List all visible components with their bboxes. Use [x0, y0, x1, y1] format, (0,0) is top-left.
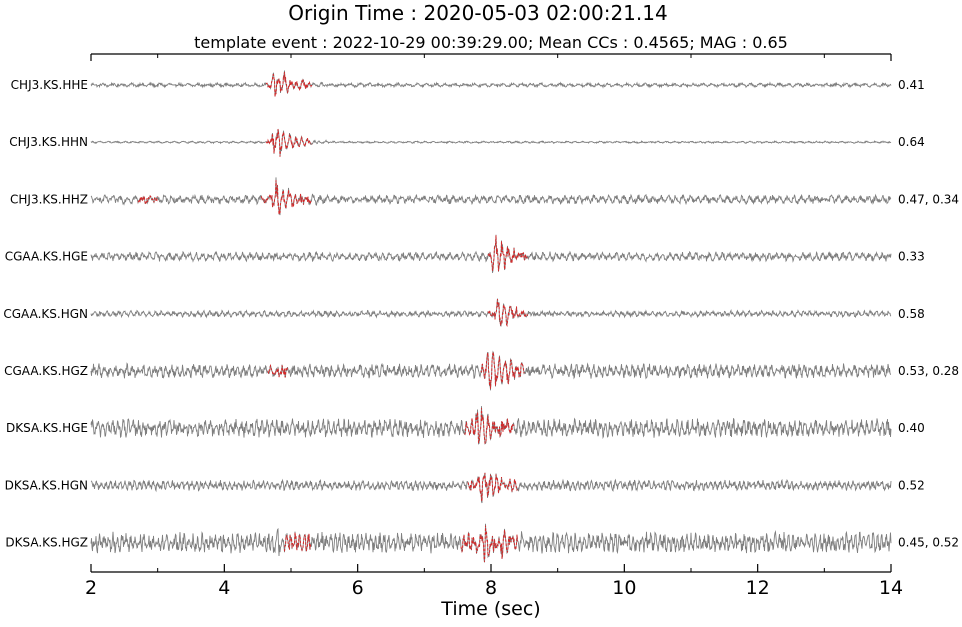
station-label: DKSA.KS.HGE	[6, 421, 88, 435]
template-overlay	[464, 408, 515, 444]
station-label: CHJ3.KS.HHZ	[10, 192, 88, 206]
template-overlay	[460, 525, 518, 562]
template-overlay	[265, 129, 313, 157]
template-overlay	[284, 532, 312, 552]
chart-title: Origin Time : 2020-05-03 02:00:21.14	[288, 1, 667, 25]
waveform-trace	[90, 177, 892, 216]
x-tick-label: 4	[218, 577, 230, 599]
template-overlay	[267, 363, 288, 378]
x-tick-label: 8	[485, 577, 497, 599]
waveform-trace	[90, 70, 892, 97]
template-overlay	[487, 299, 528, 328]
cc-value: 0.47, 0.34	[898, 192, 959, 206]
x-tick-label: 2	[85, 577, 97, 599]
cc-value: 0.40	[898, 421, 925, 435]
template-overlay	[260, 180, 312, 215]
trace-group: CHJ3.KS.HHE 0.41 CHJ3.KS.HHN 0.64 CHJ3.KS.HH…	[3, 70, 959, 563]
station-label: DKSA.KS.HGN	[5, 478, 88, 492]
station-label: CHJ3.KS.HHE	[11, 78, 88, 92]
station-label: CHJ3.KS.HHN	[9, 135, 88, 149]
waveform-trace	[90, 472, 892, 504]
x-tick-label: 12	[746, 577, 770, 599]
x-tick-label: 14	[879, 577, 903, 599]
waveform-trace	[90, 523, 892, 563]
waveform-trace	[90, 234, 892, 273]
cc-value: 0.52	[898, 478, 925, 492]
station-label: CGAA.KS.HGE	[5, 250, 88, 264]
template-overlay	[467, 473, 518, 502]
cc-value: 0.45, 0.52	[898, 536, 959, 550]
template-overlay	[137, 195, 158, 206]
waveform-trace	[90, 128, 892, 157]
template-overlay	[487, 235, 528, 272]
cc-value: 0.41	[898, 78, 925, 92]
station-label: CGAA.KS.HGN	[3, 307, 88, 321]
cc-value: 0.33	[898, 250, 925, 264]
x-tick-label: 10	[612, 577, 636, 599]
x-axis-label: Time (sec)	[440, 598, 540, 620]
station-label: DKSA.KS.HGZ	[5, 536, 88, 550]
station-label: CGAA.KS.HGZ	[4, 364, 88, 378]
waveform-trace	[90, 298, 892, 327]
cc-value: 0.64	[898, 135, 925, 149]
x-tick-label: 6	[352, 577, 364, 599]
chart-subtitle: template event : 2022-10-29 00:39:29.00;…	[194, 33, 788, 52]
cc-value: 0.53, 0.28	[898, 364, 959, 378]
cc-value: 0.58	[898, 307, 925, 321]
template-overlay	[480, 352, 525, 389]
template-overlay	[265, 71, 313, 97]
axes-group: 2 4 6 8 10 12 14	[85, 53, 903, 599]
waveform-trace	[90, 406, 892, 445]
